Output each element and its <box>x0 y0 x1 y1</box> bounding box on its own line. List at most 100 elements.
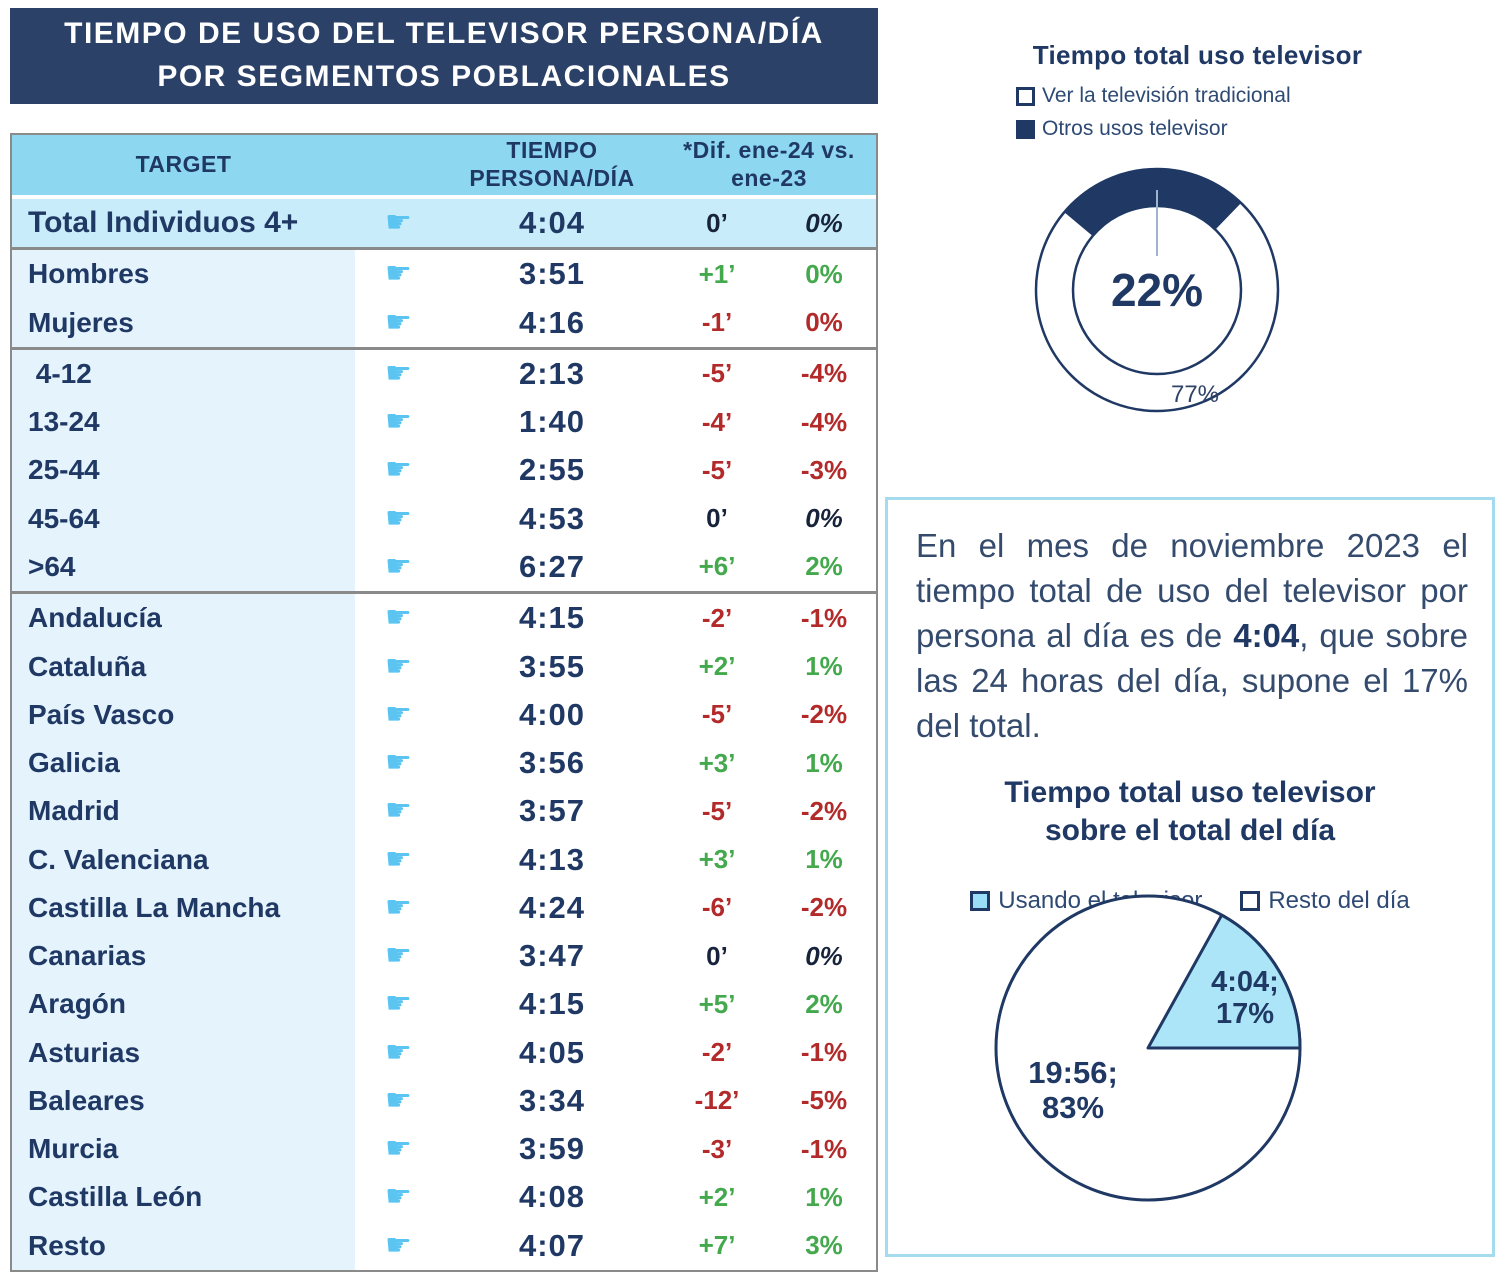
diff-minutes: -4’ <box>701 406 733 437</box>
diff-percent: 3% <box>805 1230 843 1261</box>
time-value: 4:53 <box>518 500 586 536</box>
time-value: 3:55 <box>518 648 586 684</box>
legend-item: Ver la televisión tradicional <box>1016 84 1291 108</box>
row-label: País Vasco <box>12 690 355 739</box>
table-row: Hombres ☛ 3:51 +1’ 0% <box>12 250 876 299</box>
diff-minutes: -2’ <box>701 1037 733 1068</box>
diff-minutes: -1’ <box>701 307 733 338</box>
diff-percent: -2% <box>800 699 848 730</box>
diff-percent: 1% <box>805 747 843 778</box>
time-value: 3:51 <box>518 256 586 292</box>
time-value: 2:55 <box>518 452 586 488</box>
pointer-icon: ☛ <box>385 256 412 292</box>
table-row: Murcia ☛ 3:59 -3’ -1% <box>12 1125 876 1174</box>
diff-minutes: -6’ <box>701 892 733 923</box>
time-value: 3:34 <box>518 1082 586 1118</box>
time-value: 4:13 <box>518 841 586 877</box>
time-value: 4:00 <box>518 696 586 732</box>
time-value: 4:08 <box>518 1179 586 1215</box>
donut-chart <box>1034 167 1280 413</box>
legend-label: Resto del día <box>1268 887 1410 915</box>
diff-percent: -4% <box>800 358 848 389</box>
table-row: Mujeres ☛ 4:16 -1’ 0% <box>12 298 876 350</box>
row-label: Andalucía <box>12 594 355 643</box>
diff-percent: -4% <box>800 406 848 437</box>
pointer-icon: ☛ <box>385 841 412 877</box>
diff-percent: 1% <box>805 1181 843 1212</box>
summary-text-before: En el mes de noviembre 2023 el tiempo to… <box>916 527 1468 654</box>
pointer-icon: ☛ <box>385 889 412 925</box>
row-label: 45-64 <box>12 494 355 543</box>
time-value: 3:57 <box>518 793 586 829</box>
page-title-line2: POR SEGMENTOS POBLACIONALES <box>157 60 731 93</box>
row-label: Mujeres <box>12 298 355 347</box>
diff-percent: 2% <box>805 988 843 1019</box>
time-value: 4:15 <box>518 986 586 1022</box>
table-row: Galicia ☛ 3:56 +3’ 1% <box>12 738 876 788</box>
time-value: 4:05 <box>518 1034 586 1070</box>
row-label: Castilla La Mancha <box>12 883 355 932</box>
diff-minutes: -5’ <box>701 699 733 730</box>
diff-minutes: +2’ <box>698 651 736 682</box>
time-value: 3:56 <box>518 745 586 781</box>
legend-swatch-outline-icon <box>1016 86 1035 106</box>
time-value: 6:27 <box>518 548 586 584</box>
pointer-icon: ☛ <box>385 205 412 241</box>
table-header: TARGET TIEMPO PERSONA/DÍA *Dif. ene-24 v… <box>12 135 876 199</box>
diff-minutes: +7’ <box>698 1230 736 1261</box>
header-time: TIEMPO PERSONA/DÍA <box>469 137 635 191</box>
pointer-icon: ☛ <box>385 938 412 974</box>
row-label: Cataluña <box>12 642 355 691</box>
segments-table: TARGET TIEMPO PERSONA/DÍA *Dif. ene-24 v… <box>10 133 878 1272</box>
pointer-icon: ☛ <box>385 600 412 636</box>
table-row: Castilla León ☛ 4:08 +2’ 1% <box>12 1173 876 1222</box>
row-label: Total Individuos 4+ <box>12 199 355 248</box>
row-label: Resto <box>12 1221 355 1270</box>
legend-label: Ver la televisión tradicional <box>1042 84 1291 107</box>
row-label: Asturias <box>12 1028 355 1077</box>
summary-highlight-value: 4:04 <box>1233 616 1300 654</box>
time-value: 1:40 <box>518 404 586 440</box>
diff-percent: -1% <box>800 602 848 633</box>
row-label: Galicia <box>12 738 355 788</box>
table-row: Castilla La Mancha ☛ 4:24 -6’ -2% <box>12 883 876 932</box>
time-value: 4:15 <box>518 600 586 636</box>
pointer-icon: ☛ <box>385 404 412 440</box>
legend-item: Resto del día <box>1240 887 1410 915</box>
page-title: TIEMPO DE USO DEL TELEVISOR PERSONA/DÍA … <box>10 8 878 104</box>
diff-minutes: 0’ <box>706 940 728 971</box>
row-label: 25-44 <box>12 446 355 495</box>
pointer-icon: ☛ <box>385 986 412 1022</box>
time-value: 3:47 <box>518 938 586 974</box>
diff-minutes: -3’ <box>701 1133 733 1164</box>
diff-minutes: -5’ <box>701 358 733 389</box>
table-row: 45-64 ☛ 4:53 0’ 0% <box>12 494 876 543</box>
table-row: Total Individuos 4+ ☛ 4:04 0’ 0% <box>12 199 876 251</box>
diff-percent: 2% <box>805 551 843 582</box>
diff-percent: 0% <box>805 207 843 238</box>
diff-percent: 1% <box>805 844 843 875</box>
pointer-icon: ☛ <box>385 452 412 488</box>
row-label: Baleares <box>12 1076 355 1126</box>
donut-chart-title: Tiempo total uso televisor <box>1032 40 1363 70</box>
summary-text-after: , que sobre las 24 horas del día, supone… <box>916 616 1468 744</box>
diff-minutes: 0’ <box>706 503 728 534</box>
pie-slice-usando <box>1146 913 1302 1050</box>
row-label: Castilla León <box>12 1173 355 1222</box>
row-label: Aragón <box>12 980 355 1029</box>
pointer-icon: ☛ <box>385 548 412 584</box>
diff-minutes: -5’ <box>701 795 733 826</box>
pie-slice-label: 4:04; 17% <box>1211 966 1279 1031</box>
table-row: 4-12 ☛ 2:13 -5’ -4% <box>12 349 876 399</box>
diff-percent: -3% <box>800 454 848 485</box>
pointer-icon: ☛ <box>385 696 412 732</box>
pointer-icon: ☛ <box>385 1179 412 1215</box>
table-row: 13-24 ☛ 1:40 -4’ -4% <box>12 398 876 447</box>
diff-minutes: 0’ <box>706 207 728 238</box>
pie-chart <box>994 894 1302 1202</box>
donut-center-label: 22% <box>1110 264 1204 316</box>
diff-percent: 0% <box>805 940 843 971</box>
page-title-line1: TIEMPO DE USO DEL TELEVISOR PERSONA/DÍA <box>64 17 824 51</box>
diff-percent: -5% <box>800 1085 848 1116</box>
table-row: >64 ☛ 6:27 +6’ 2% <box>12 542 876 595</box>
